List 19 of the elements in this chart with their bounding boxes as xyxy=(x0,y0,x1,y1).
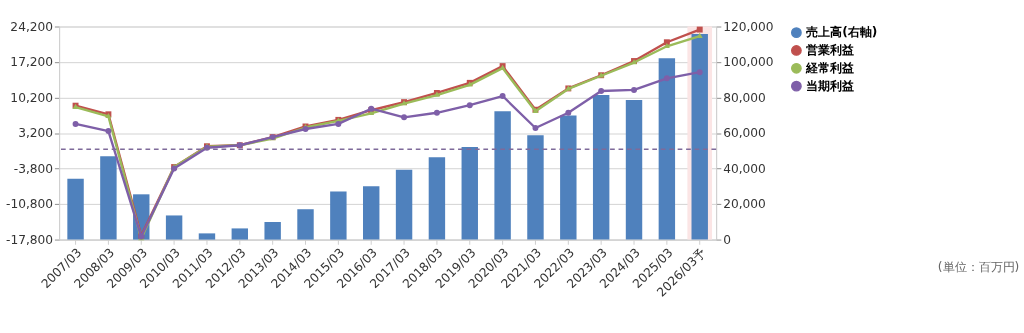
y2-tick-label: 100,000 xyxy=(723,55,774,70)
legend-label: 売上高(右軸) xyxy=(806,25,878,40)
y-tick-label: 3,200 xyxy=(18,126,54,141)
y-tick-label: -10,800 xyxy=(5,197,54,212)
y2-tick-label: 120,000 xyxy=(723,19,774,34)
y-tick-label: 17,200 xyxy=(10,55,54,70)
y2-tick-label: 20,000 xyxy=(723,197,766,212)
text: (単位：百万円) xyxy=(937,260,1020,275)
legend-label: 経常利益 xyxy=(805,61,855,76)
y-tick-label: 24,200 xyxy=(10,19,54,34)
y-tick-label: -3,800 xyxy=(13,161,54,176)
y2-tick-label: 60,000 xyxy=(723,126,766,141)
y2-tick-label: 0 xyxy=(723,232,731,247)
y-tick-label: 10,200 xyxy=(10,90,54,105)
legend-label: 当期利益 xyxy=(806,78,855,93)
y2-tick-label: 40,000 xyxy=(723,161,766,176)
y2-tick-label: 80,000 xyxy=(723,90,766,105)
legend-label: 営業利益 xyxy=(806,43,855,58)
y-tick-label: -17,800 xyxy=(5,232,54,247)
